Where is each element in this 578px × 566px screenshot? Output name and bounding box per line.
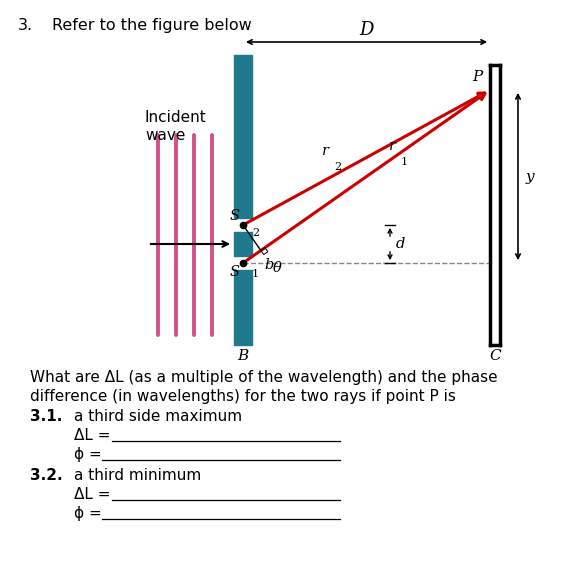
Text: θ: θ bbox=[272, 261, 281, 276]
Text: 1: 1 bbox=[400, 157, 407, 166]
Text: B: B bbox=[238, 349, 249, 363]
Text: r: r bbox=[389, 139, 397, 153]
Text: 2: 2 bbox=[335, 162, 342, 172]
Text: a third minimum: a third minimum bbox=[74, 468, 201, 483]
Text: d: d bbox=[396, 237, 405, 251]
Text: S: S bbox=[230, 209, 240, 223]
Text: ϕ =: ϕ = bbox=[74, 506, 102, 521]
Text: 1: 1 bbox=[252, 269, 259, 279]
Text: b: b bbox=[264, 258, 273, 272]
Text: C: C bbox=[489, 349, 501, 363]
Text: D: D bbox=[360, 21, 374, 39]
Text: P: P bbox=[472, 70, 482, 84]
Text: wave: wave bbox=[145, 128, 186, 143]
Text: 2: 2 bbox=[252, 228, 259, 238]
Text: ϕ =: ϕ = bbox=[74, 447, 102, 462]
Text: Incident: Incident bbox=[145, 110, 207, 125]
Text: Refer to the figure below: Refer to the figure below bbox=[52, 18, 252, 33]
Text: difference (in wavelengths) for the two rays if point P is: difference (in wavelengths) for the two … bbox=[30, 389, 456, 404]
Text: r: r bbox=[322, 144, 329, 158]
Text: What are ΔL (as a multiple of the wavelength) and the phase: What are ΔL (as a multiple of the wavele… bbox=[30, 370, 498, 385]
Text: 3.2.: 3.2. bbox=[30, 468, 62, 483]
Text: a third side maximum: a third side maximum bbox=[74, 409, 242, 424]
Text: ΔL =: ΔL = bbox=[74, 428, 110, 443]
Text: 3.1.: 3.1. bbox=[30, 409, 62, 424]
Text: S: S bbox=[230, 265, 240, 279]
Text: y: y bbox=[526, 169, 535, 183]
Text: 3.: 3. bbox=[18, 18, 33, 33]
Text: ΔL =: ΔL = bbox=[74, 487, 110, 502]
